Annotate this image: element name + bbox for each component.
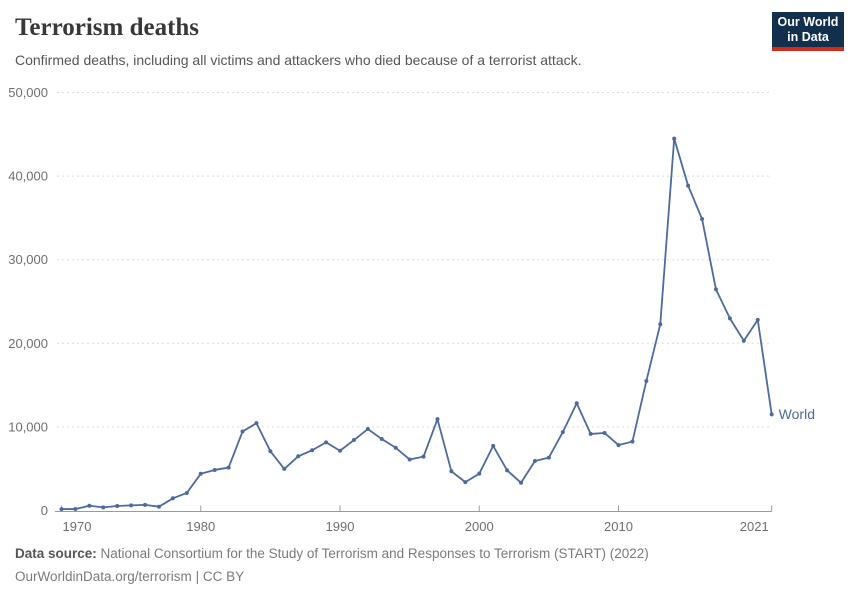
data-point-2001 (491, 443, 496, 448)
data-point-1986 (282, 466, 287, 471)
data-point-1979 (184, 490, 189, 495)
data-point-1985 (268, 449, 273, 454)
data-point-2002 (505, 468, 510, 473)
data-source-label: Data source: (15, 546, 97, 561)
data-point-1987 (296, 454, 301, 459)
data-point-1981 (212, 467, 217, 472)
data-point-1975 (129, 503, 134, 508)
data-point-2019 (741, 338, 746, 343)
x-axis-label: 2000 (465, 519, 494, 534)
footer-link[interactable]: OurWorldinData.org/terrorism (15, 569, 192, 584)
logo-text-line2: in Data (787, 30, 829, 44)
x-axis-label: 1980 (186, 519, 215, 534)
page-title: Terrorism deaths (15, 14, 200, 41)
data-point-2010 (616, 443, 621, 448)
data-point-2007 (574, 401, 579, 406)
y-axis-label: 20,000 (8, 336, 48, 351)
data-point-1970 (59, 507, 64, 512)
data-point-1983 (240, 429, 245, 434)
data-point-2012 (644, 378, 649, 383)
data-point-1980 (198, 471, 203, 476)
y-axis-label: 40,000 (8, 169, 48, 184)
data-point-1998 (449, 469, 454, 474)
data-point-1973 (101, 505, 106, 510)
line-chart[interactable]: 0 10,000 20,000 30,000 40,000 50,000 1970 1980 1… (0, 80, 850, 545)
data-point-2006 (560, 430, 565, 435)
y-axis-label: 0 (41, 503, 48, 518)
x-axis-label: 2021 (740, 519, 769, 534)
data-point-1982 (226, 465, 231, 470)
y-axis-label: 50,000 (8, 85, 48, 100)
data-point-1984 (254, 421, 259, 426)
data-point-1995 (407, 457, 412, 462)
data-point-1972 (87, 503, 92, 508)
data-point-1996 (421, 454, 426, 459)
data-point-1989 (324, 440, 329, 445)
world-line (61, 137, 773, 510)
series-label-world[interactable]: World (779, 406, 815, 422)
data-point-1991 (351, 438, 356, 443)
data-point-2000 (477, 471, 482, 476)
y-axis-label: 10,000 (8, 419, 48, 434)
x-axis-label: 2010 (604, 519, 633, 534)
data-point-2008 (588, 431, 593, 436)
x-axis-label: 1970 (63, 519, 92, 534)
data-point-2016 (700, 216, 705, 221)
data-point-2004 (532, 459, 537, 464)
data-point-1999 (463, 480, 468, 485)
data-point-1997 (435, 417, 440, 422)
data-point-2020 (755, 317, 760, 322)
data-point-2013 (658, 322, 663, 327)
data-point-1976 (143, 502, 148, 507)
owid-logo[interactable]: Our World in Data (772, 12, 844, 51)
data-point-1978 (170, 496, 175, 501)
data-point-1971 (73, 507, 78, 512)
data-point-2014 (672, 136, 677, 141)
data-point-2021 (769, 412, 774, 417)
data-point-2011 (630, 439, 635, 444)
data-point-1974 (115, 503, 120, 508)
chart-subtitle: Confirmed deaths, including all victims … (15, 52, 582, 68)
data-point-1994 (393, 445, 398, 450)
logo-text-line1: Our World (777, 15, 839, 29)
data-point-2017 (713, 287, 718, 292)
data-point-2003 (519, 480, 524, 485)
data-point-2018 (727, 316, 732, 321)
data-point-2005 (546, 455, 551, 460)
data-point-1977 (156, 504, 161, 509)
data-point-2009 (602, 430, 607, 435)
data-point-1992 (365, 427, 370, 432)
y-axis-label: 30,000 (8, 252, 48, 267)
data-point-1993 (379, 437, 384, 442)
footer-license: | CC BY (191, 569, 245, 584)
x-axis-label: 1990 (326, 519, 355, 534)
citation-line: OurWorldinData.org/terrorism | CC BY (15, 569, 244, 584)
data-point-1990 (338, 448, 342, 453)
data-point-2015 (686, 183, 691, 188)
data-point-1988 (310, 448, 315, 453)
data-source-text: National Consortium for the Study of Ter… (100, 546, 649, 561)
data-source-line: Data source: National Consortium for the… (15, 546, 649, 561)
